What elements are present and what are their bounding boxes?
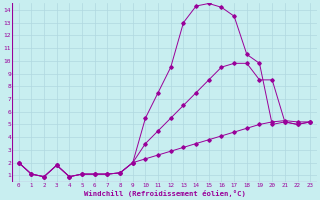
- X-axis label: Windchill (Refroidissement éolien,°C): Windchill (Refroidissement éolien,°C): [84, 190, 245, 197]
